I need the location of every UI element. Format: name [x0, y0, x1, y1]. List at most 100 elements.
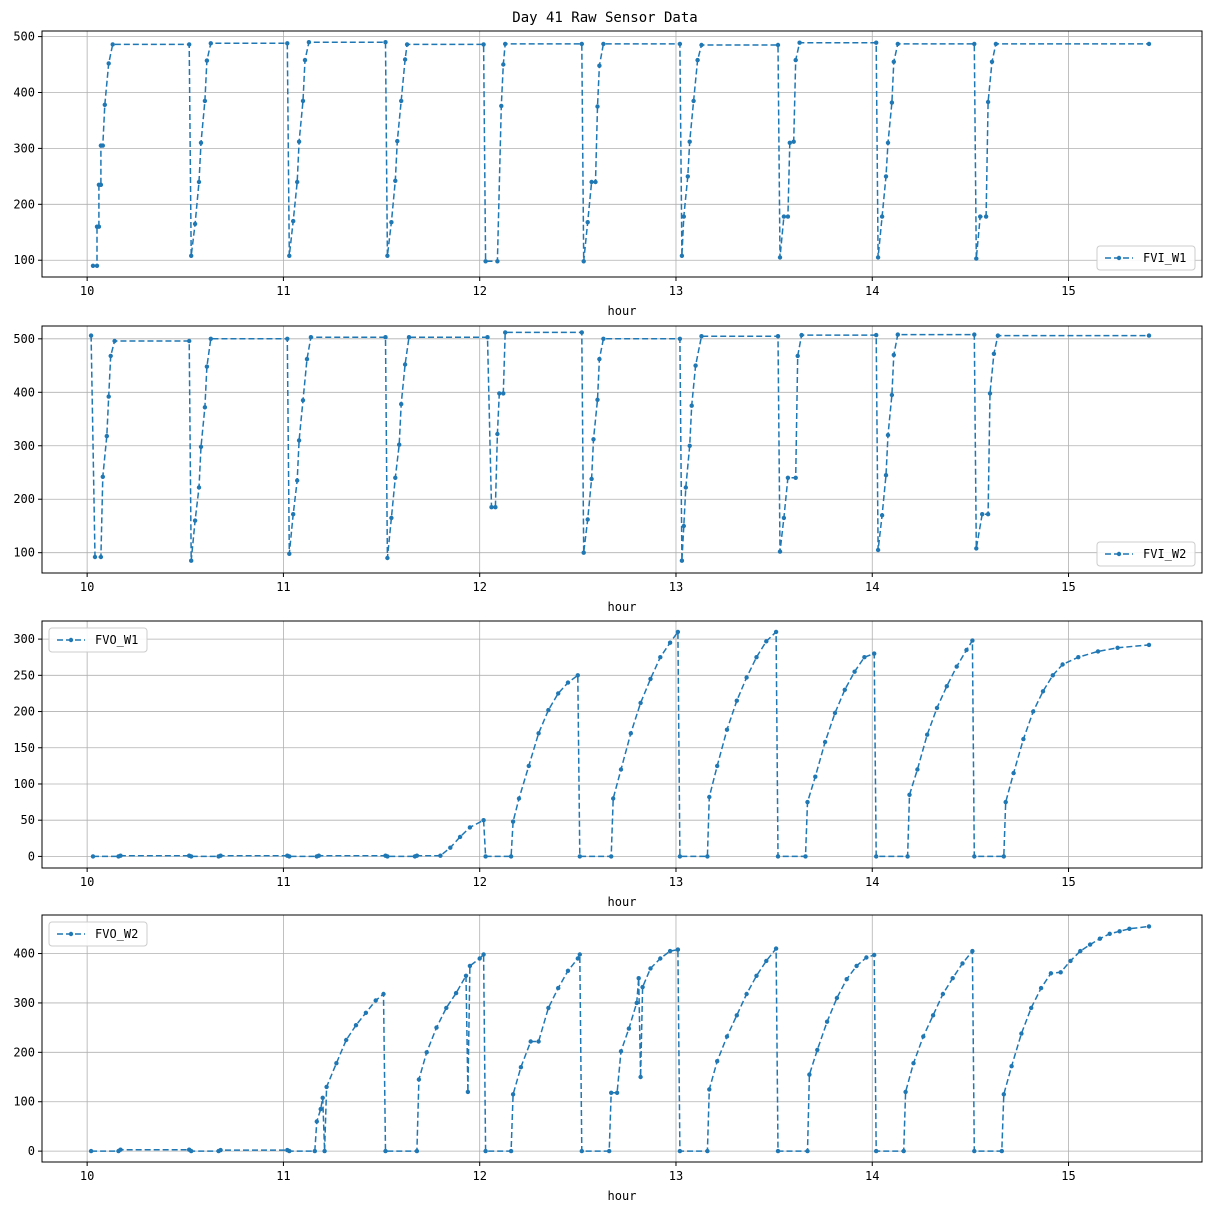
subplot-1: 10 11 12 13 14 15 100 200 300 400 500 hour FVI_W1 — [13, 30, 1203, 318]
data-point — [793, 57, 798, 63]
data-point — [983, 214, 989, 219]
y-tick-label: 500 — [13, 332, 35, 346]
data-point — [960, 961, 965, 966]
data-point — [556, 691, 561, 696]
data-point — [775, 1148, 781, 1154]
series-line-FVI_W1 — [93, 41, 1149, 267]
data-point — [1107, 931, 1112, 936]
data-point — [628, 731, 633, 736]
data-point — [102, 102, 108, 108]
data-point — [448, 845, 453, 850]
data-point — [285, 336, 290, 341]
data-point — [764, 958, 769, 964]
data-point — [1146, 41, 1152, 47]
data-point — [90, 854, 96, 859]
data-point — [921, 1034, 926, 1039]
y-tick-label: 200 — [13, 197, 35, 211]
series-line-FVI_W2 — [90, 331, 1149, 561]
x-tick-label: 11 — [276, 580, 290, 594]
data-point — [579, 41, 584, 47]
data-point — [304, 356, 310, 362]
data-point — [1115, 645, 1120, 650]
data-point — [189, 1148, 194, 1154]
y-tick-label: 400 — [13, 86, 35, 100]
data-point — [402, 362, 408, 367]
data-point — [895, 332, 900, 337]
data-point — [1019, 1031, 1024, 1036]
data-point — [883, 174, 889, 179]
data-point — [463, 973, 469, 978]
x-axis-label: hour — [608, 1189, 637, 1203]
x-tick-label: 15 — [1061, 875, 1075, 889]
data-point — [930, 1013, 936, 1018]
data-point — [862, 655, 867, 660]
data-point — [189, 253, 194, 258]
data-point — [202, 405, 208, 410]
data-point — [793, 475, 798, 480]
legend: FVO_W2 — [48, 921, 148, 947]
data-point — [1048, 971, 1054, 976]
data-point — [110, 42, 115, 47]
legend-label: FVO_W1 — [95, 633, 138, 647]
data-point — [585, 220, 590, 225]
data-point — [389, 220, 394, 225]
data-point — [872, 952, 877, 958]
data-point — [287, 854, 292, 859]
data-point — [842, 687, 847, 692]
data-point — [1001, 854, 1006, 859]
data-point — [414, 853, 420, 858]
data-point — [648, 966, 653, 971]
data-point — [291, 218, 296, 224]
data-point — [677, 336, 683, 341]
x-tick-label: 13 — [669, 284, 683, 298]
data-point — [609, 1090, 614, 1096]
data-point — [577, 952, 582, 957]
data-point — [901, 1148, 906, 1154]
data-point — [734, 698, 739, 703]
data-point — [399, 401, 404, 407]
data-point — [854, 963, 859, 969]
legend-label: FVI_W2 — [1143, 547, 1186, 561]
data-point — [681, 523, 686, 529]
data-point — [607, 1148, 612, 1154]
data-point — [404, 42, 410, 47]
data-point — [320, 1095, 325, 1101]
data-point — [373, 998, 378, 1003]
data-point — [324, 1084, 329, 1090]
data-point — [100, 474, 106, 479]
data-point — [189, 558, 194, 563]
data-point — [1001, 1092, 1006, 1097]
x-axis-label: hour — [608, 895, 637, 909]
data-point — [797, 40, 802, 45]
data-point — [291, 512, 296, 517]
x-tick-label: 14 — [865, 875, 879, 889]
y-tick-label: 400 — [13, 947, 35, 961]
data-point — [1146, 924, 1152, 929]
data-point — [501, 62, 506, 67]
data-point — [689, 403, 694, 408]
series-markers-FVI_W1 — [90, 40, 1152, 268]
data-point — [980, 512, 985, 517]
data-point — [106, 394, 111, 399]
series-markers-FVO_W2 — [88, 924, 1152, 1154]
series-line-FVO_W1 — [93, 629, 1150, 858]
data-point — [302, 57, 308, 63]
data-point — [978, 214, 983, 219]
data-point — [381, 991, 386, 997]
data-point — [699, 42, 704, 48]
data-point — [1068, 958, 1073, 964]
data-point — [100, 143, 106, 148]
data-point — [208, 41, 213, 46]
x-tick-label: 14 — [865, 580, 879, 594]
figure-title: Day 41 Raw Sensor Data — [512, 10, 697, 26]
data-point — [1011, 770, 1016, 776]
data-point — [985, 99, 991, 105]
data-point — [499, 103, 504, 109]
data-point — [972, 1148, 977, 1154]
data-point — [677, 854, 683, 859]
data-point — [775, 334, 781, 339]
series-line-FVO_W2 — [91, 925, 1150, 1152]
data-point — [822, 739, 828, 745]
